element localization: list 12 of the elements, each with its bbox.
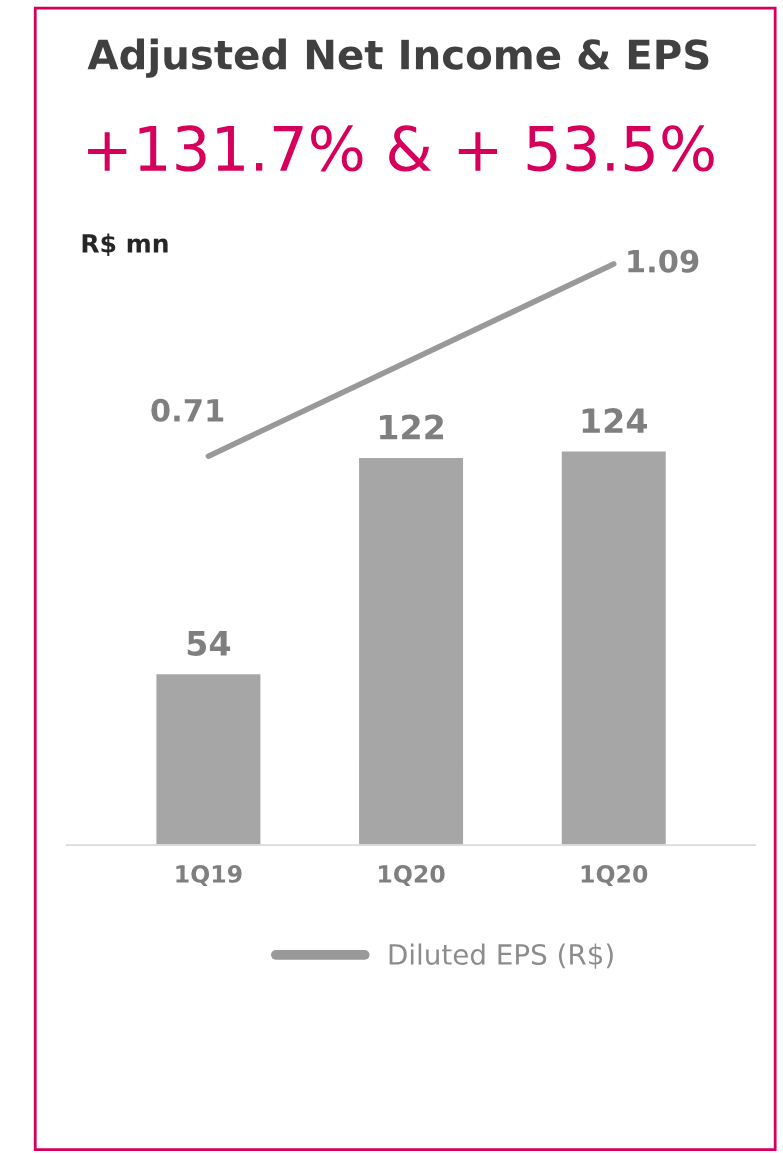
chart-title: Adjusted Net Income & EPS <box>87 38 709 78</box>
x-tick-label: 1Q20 <box>581 865 648 886</box>
data-label: 122 <box>380 414 443 440</box>
chart-subtitle: +131.7% & + 53.5% <box>88 125 714 172</box>
data-label: 124 <box>582 408 647 433</box>
text: R$ mn <box>82 233 168 257</box>
data-label: 0.71 <box>151 398 224 422</box>
data-label: 54 <box>187 631 231 656</box>
data-label: 1.09 <box>628 249 699 273</box>
legend-label: Diluted EPS (R$) <box>389 943 613 969</box>
x-tick-label: 1Q20 <box>379 865 445 886</box>
x-tick-label: 1Q19 <box>176 865 242 886</box>
